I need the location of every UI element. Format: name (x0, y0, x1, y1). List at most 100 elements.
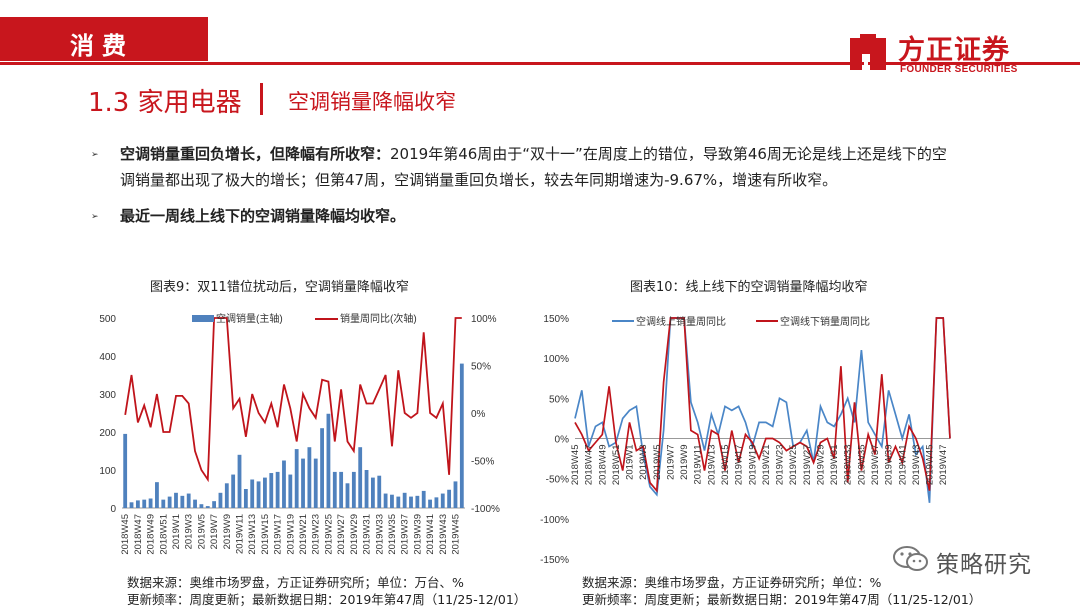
y-right-tick-label: 50% (471, 362, 491, 373)
x-tick-label: 2019W35 (856, 445, 867, 486)
legend-label-line: 销量周同比(次轴) (340, 312, 417, 325)
bullet-text-1: 空调销量重回负增长，但降幅有所收窄：2019年第46周由于“双十一”在周度上的错… (120, 141, 960, 193)
bar (294, 449, 299, 508)
bar (218, 492, 223, 508)
bar (440, 493, 445, 508)
x-tick-label: 2019W1 (171, 514, 182, 549)
y-left-tick-label: 500 (99, 314, 116, 325)
logo-text-cn: 方正证券 (898, 35, 1010, 66)
y-tick-label: 150% (543, 314, 569, 325)
x-tick-label: 2018W45 (120, 514, 131, 555)
x-tick-label: 2019W41 (897, 445, 908, 486)
bar (243, 489, 248, 508)
source-right-line2: 更新频率：周度更新；最新数据日期：2019年第47周（11/25-12/01） (582, 592, 982, 607)
x-tick-label: 2019W23 (775, 445, 786, 486)
chart10-title: 图表10：线上线下的空调销量降幅均收窄 (630, 280, 868, 295)
wechat-icon (893, 546, 928, 571)
founder-logo-icon (850, 34, 886, 70)
bar (161, 499, 166, 508)
x-tick-label: 2019W27 (802, 445, 813, 486)
x-tick-label: 2019W15 (260, 514, 271, 555)
bullet-text-2: 最近一周线上线下的空调销量降幅均收窄。 (120, 203, 960, 229)
legend-swatch-bar (192, 315, 214, 322)
section-label: 消费 (70, 32, 134, 60)
bar (167, 496, 172, 508)
source-note-left: 数据来源：奥维市场罗盘，方正证券研究所；单位：万台、% 更新频率：周度更新；最新… (127, 574, 526, 608)
bar (409, 496, 413, 508)
title-divider (260, 83, 263, 115)
bar (332, 471, 337, 508)
x-tick-label: 2019W33 (374, 514, 385, 555)
bar (377, 475, 382, 508)
x-tick-label: 2019W13 (247, 514, 258, 555)
y-right-tick-label: 100% (471, 314, 497, 325)
bar (459, 363, 464, 508)
bar (250, 479, 255, 508)
x-tick-label: 2019W9 (222, 514, 233, 549)
bar (148, 498, 153, 508)
x-tick-label: 2019W39 (412, 514, 423, 555)
y-right-tick-label: 0% (471, 409, 486, 420)
bar (212, 501, 217, 508)
bullet-1-bold: 空调销量重回负增长，但降幅有所收窄： (120, 145, 391, 163)
bar (282, 460, 286, 508)
bar (396, 496, 401, 508)
bar (135, 500, 140, 508)
x-tick-label: 2019W41 (425, 514, 436, 555)
bar (269, 473, 274, 508)
header-rule (0, 62, 1080, 65)
bar (224, 483, 229, 508)
x-tick-label: 2019W25 (788, 445, 799, 486)
chart10-svg: -150%-100%-50%0%50%100%150%2018W45 2018W4… (540, 314, 951, 566)
section-banner (0, 17, 208, 61)
x-tick-label: 2018W51 (611, 445, 622, 486)
x-tick-label: 2019W9 (679, 445, 690, 480)
x-tick-label: 2019W3 (184, 514, 195, 549)
source-note-right: 数据来源：奥维市场罗盘，方正证券研究所；单位：% 更新频率：周度更新；最新数据日… (582, 574, 981, 608)
y-left-tick-label: 100 (99, 466, 116, 477)
chart9-svg: 0 100 200 300 400 500 -100% -50% 0% 50% 100% 2018W4… (99, 312, 500, 555)
logo-text-en: FOUNDER SECURITIES (900, 64, 1018, 75)
bar (428, 499, 432, 508)
x-tick-label: 2019W29 (349, 514, 360, 555)
bar (390, 494, 394, 508)
x-tick-label: 2019W27 (336, 514, 347, 555)
x-tick-label: 2019W17 (734, 445, 745, 486)
bar (123, 433, 128, 508)
bar (256, 481, 261, 508)
x-tick-label: 2019W31 (362, 514, 373, 555)
x-tick-label: 2018W45 (570, 445, 581, 486)
chart9-title: 图表9：双11错位扰动后，空调销量降幅收窄 (150, 280, 409, 295)
bar (345, 483, 350, 508)
x-tick-label: 2019W13 (706, 445, 717, 486)
bullet-marker-1: ➢ (91, 150, 99, 160)
x-tick-label: 2019W29 (815, 445, 826, 486)
x-tick-label: 2019W45 (450, 514, 461, 555)
bar (180, 495, 185, 508)
source-left-line1: 数据来源：奥维市场罗盘，方正证券研究所；单位：万台、% (127, 575, 464, 590)
bar (447, 489, 452, 508)
bar (231, 474, 236, 508)
x-tick-label: 2019W37 (870, 445, 881, 486)
bar (415, 495, 420, 508)
x-tick-label: 2019W21 (761, 445, 772, 486)
x-tick-label: 2019W19 (285, 514, 296, 555)
x-tick-label: 2019W25 (323, 514, 334, 555)
y-right-tick-label: -100% (471, 504, 500, 515)
x-tick-label: 2019W15 (720, 445, 731, 486)
y-tick-label: 100% (543, 354, 569, 365)
bullet-2-bold: 最近一周线上线下的空调销量降幅均收窄。 (120, 207, 406, 225)
x-tick-label: 2019W19 (747, 445, 758, 486)
x-tick-label: 2019W43 (438, 514, 449, 555)
bar (358, 447, 363, 508)
x-tick-label: 2019W47 (938, 445, 949, 486)
x-tick-label: 2019W33 (843, 445, 854, 486)
y-right-tick-label: -50% (471, 457, 494, 468)
x-tick-label: 2018W47 (133, 514, 144, 555)
x-tick-label: 2018W51 (158, 514, 169, 555)
bar (174, 492, 178, 508)
bar (193, 499, 197, 508)
bar (364, 470, 369, 508)
x-tick-label: 2019W3 (638, 445, 649, 480)
y-tick-label: 50% (549, 394, 569, 405)
